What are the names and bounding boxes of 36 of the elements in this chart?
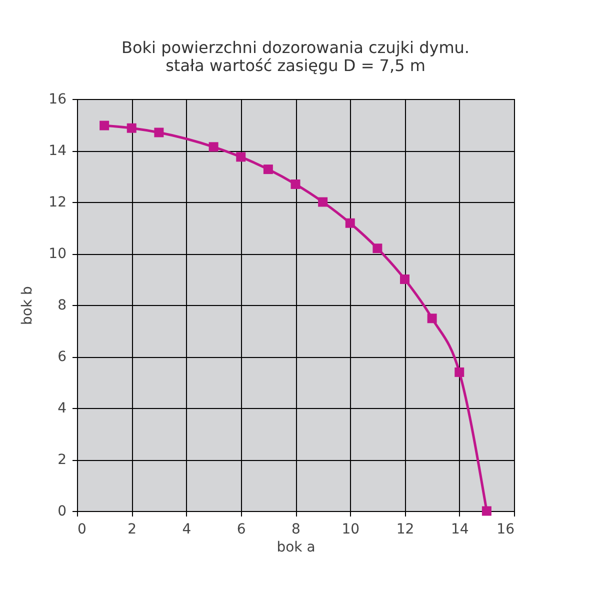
y-tick-label: 0 bbox=[58, 504, 66, 520]
point bbox=[208, 142, 218, 152]
point bbox=[100, 120, 110, 130]
point bbox=[427, 314, 437, 324]
point bbox=[454, 367, 464, 377]
y-tick-label: 6 bbox=[58, 349, 67, 365]
x-tick-label: 14 bbox=[450, 522, 469, 538]
point bbox=[290, 179, 300, 189]
y-tick-label: 16 bbox=[48, 92, 67, 108]
x-tick-label: 4 bbox=[182, 522, 192, 538]
text: stała wartość zasięgu D = 7,5 m bbox=[166, 56, 426, 75]
y-tick-label: 4 bbox=[58, 400, 67, 416]
x-tick-label: 12 bbox=[396, 522, 414, 538]
x-tick-label: 16 bbox=[496, 522, 515, 538]
x-tick-label: 6 bbox=[236, 522, 246, 538]
y-tick-label: 8 bbox=[58, 298, 66, 314]
y-tick-label: 14 bbox=[48, 143, 67, 159]
point bbox=[318, 197, 328, 207]
point bbox=[345, 218, 355, 228]
y-axis-title: bok b bbox=[20, 286, 36, 325]
point bbox=[263, 164, 273, 174]
point bbox=[482, 506, 492, 516]
x-tick-label: 10 bbox=[342, 522, 360, 538]
point bbox=[372, 244, 382, 254]
x-tick-label: 2 bbox=[128, 522, 137, 538]
y-tick-label: 12 bbox=[48, 194, 66, 210]
point bbox=[154, 128, 164, 138]
x-tick-label: 0 bbox=[78, 522, 86, 538]
point bbox=[126, 123, 136, 133]
y-tick-label: 10 bbox=[48, 246, 66, 262]
x-axis-title: bok a bbox=[276, 540, 316, 556]
x-tick-label: 8 bbox=[292, 522, 300, 538]
point bbox=[400, 274, 410, 284]
text: Boki powierzchni dozorowania czujki dymu. bbox=[122, 38, 470, 57]
y-tick-label: 2 bbox=[58, 452, 66, 468]
point bbox=[236, 152, 246, 162]
